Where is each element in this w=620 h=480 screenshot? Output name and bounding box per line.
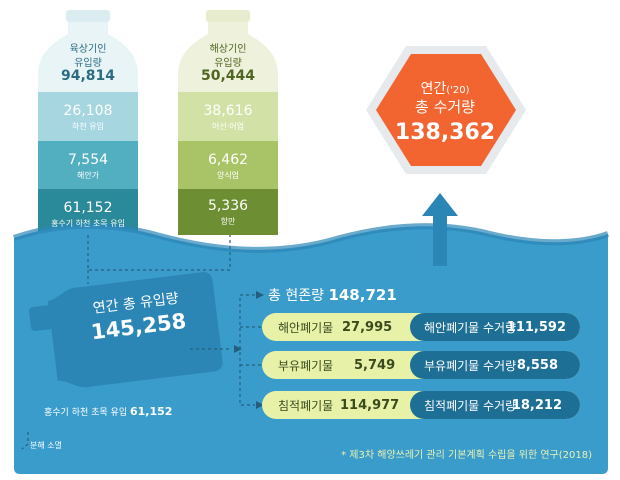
land-band-2-value: 7,554: [67, 152, 109, 168]
collection-title-prefix: 연간: [420, 81, 447, 97]
sea-wave-highlight: [13, 222, 610, 253]
land-bottle-title-2: 유입량: [74, 58, 102, 69]
flood-inflow-value: 61,152: [129, 405, 173, 418]
total-stock-label: 총 현존량: [268, 288, 324, 304]
up-arrow: [422, 193, 458, 266]
land-band-3-value: 61,152: [63, 200, 113, 216]
row-floating-right-value: 8,558: [516, 357, 558, 373]
decomposition-label: 분해 소멸: [30, 441, 62, 450]
land-band-1-label: 하천 유입: [72, 122, 104, 131]
row-floating-right: 부유폐기물 수거량 8,558: [410, 351, 580, 379]
sea-bottle-title-1: 해상기인: [209, 44, 247, 55]
sea-band-1-value: 38,616: [203, 103, 253, 119]
row-floating-right-label: 부유폐기물 수거량: [424, 358, 517, 373]
row-coastal-right: 해안폐기물 수거량 111,592: [410, 313, 580, 341]
source-note: * 제3차 해양쓰레기 관리 기본계획 수립을 위한 연구(2018): [341, 450, 592, 461]
flow-lines: [21, 235, 262, 450]
land-bottle-total: 94,814: [60, 68, 116, 84]
row-floating-left-label: 부유폐기물: [278, 358, 334, 373]
row-coastal-left-label: 해안폐기물: [278, 320, 334, 335]
total-stock-value: 148,721: [328, 286, 397, 304]
sea-bottle-shape: [178, 10, 278, 235]
sea-band-1-label: 어선·어업: [212, 122, 244, 131]
flood-inflow-label: 홍수기 하천 초목 유입: [44, 408, 128, 418]
land-bottle-title-1: 육상기인: [69, 44, 107, 55]
row-sunken-right-value: 18,212: [511, 397, 562, 413]
sea-band-2-value: 6,462: [207, 152, 249, 168]
row-sunken-left-value: 114,977: [340, 397, 400, 413]
land-band-1-value: 26,108: [63, 103, 113, 119]
row-floating-left-value: 5,749: [354, 357, 396, 373]
collection-hexagon: [366, 46, 526, 174]
row-sunken-right-label: 침적폐기물 수거량: [424, 398, 517, 413]
sea-band-2-label: 양식업: [216, 171, 240, 180]
row-coastal-right-label: 해안폐기물 수거량: [424, 320, 517, 335]
row-coastal-left-value: 27,995: [342, 319, 393, 335]
sea-bottle-title-2: 유입량: [214, 58, 242, 69]
row-sunken-left-label: 침적폐기물: [278, 398, 334, 413]
collection-title-line1: 연간('20): [382, 78, 508, 98]
row-sunken-right: 침적폐기물 수거량 18,212: [410, 391, 580, 419]
collection-year: ('20): [446, 85, 470, 96]
flood-inflow: 홍수기 하천 초목 유입 61,152: [44, 405, 172, 418]
sea-band-3-label: 항만: [220, 217, 236, 226]
row-coastal-right-value: 111,592: [506, 319, 566, 335]
tilted-bottle: [29, 272, 223, 388]
collection-title-line2: 총 수거량: [415, 98, 475, 116]
total-stock: 총 현존량 148,721: [268, 285, 397, 305]
land-band-3-label: 홍수기 하천 초목 유입: [51, 219, 125, 228]
sea-band-3-value: 5,336: [207, 198, 249, 214]
collection-value: 138,362: [394, 120, 496, 145]
land-band-2-label: 해안가: [76, 171, 100, 180]
sea-bottle-total: 50,444: [200, 68, 256, 84]
